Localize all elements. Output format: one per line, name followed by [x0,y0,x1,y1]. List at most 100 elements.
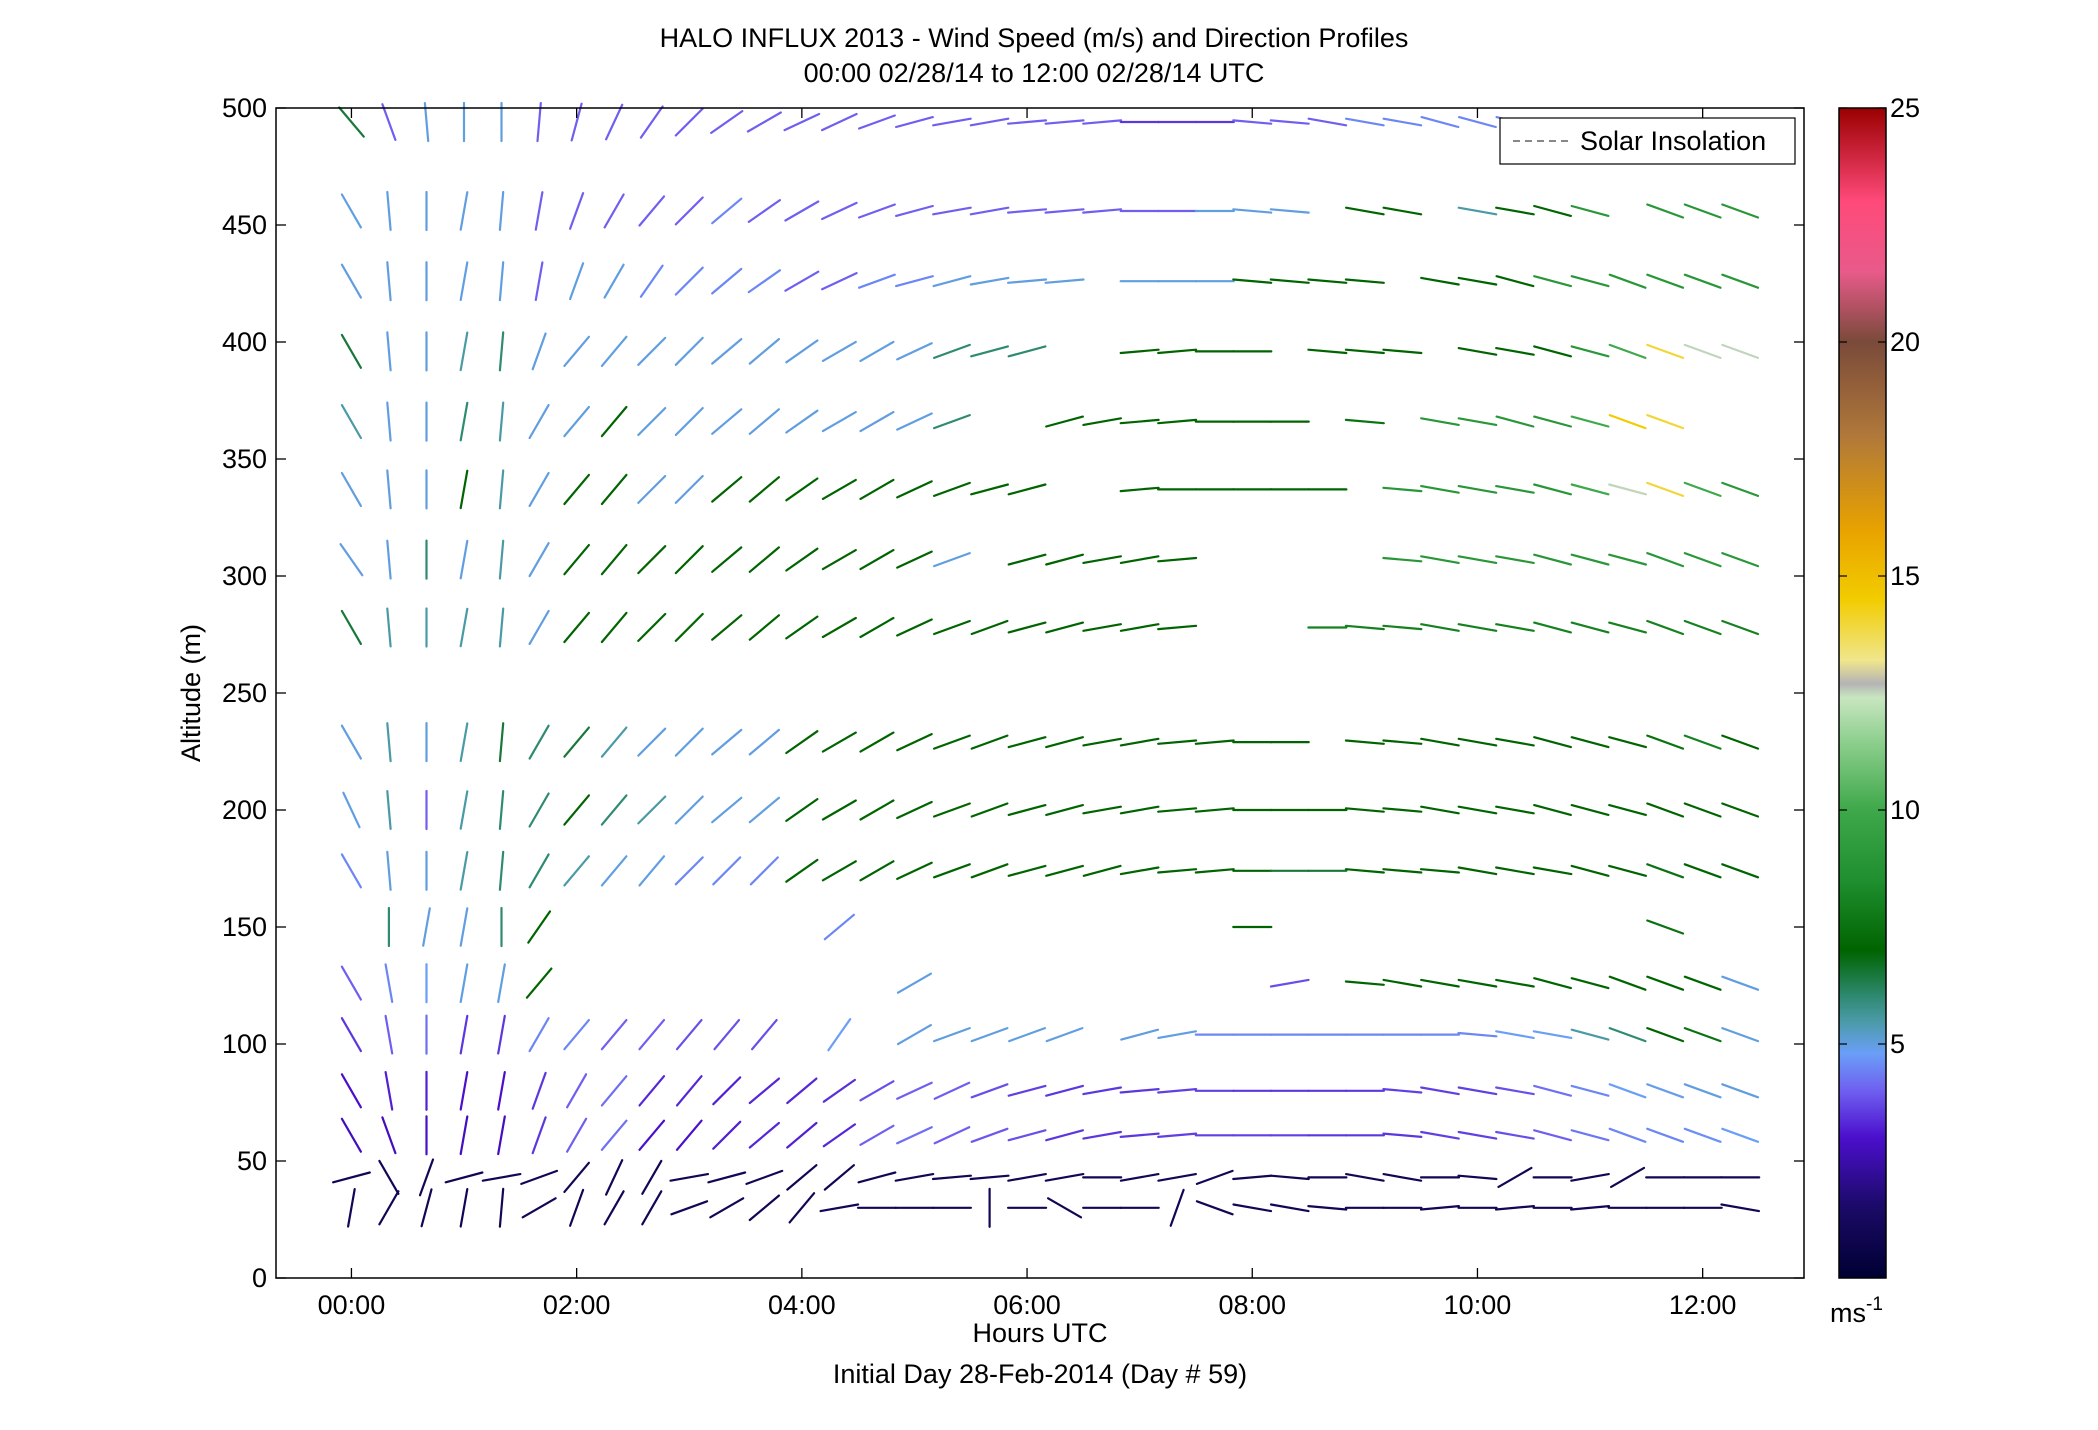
wind-barb [1532,866,1573,876]
wind-barb [1269,978,1310,988]
wind-barb [1683,481,1722,497]
wind-barb [711,197,743,225]
wind-barb [604,103,624,141]
wind-barb [784,270,820,292]
wind-barb [1045,864,1085,877]
y-tick-label: 50 [237,1146,267,1176]
wind-barb [1570,1129,1610,1142]
wind-barb [1457,347,1498,356]
wind-barb [821,340,857,362]
wind-barb [712,856,742,886]
wind-barb [1420,417,1460,426]
wind-barb [821,411,857,433]
colorbar-tick-label: 5 [1890,1029,1905,1059]
wind-barb [1045,553,1085,566]
wind-barb [1307,117,1348,127]
wind-barb [1157,556,1198,563]
wind-barb [785,730,819,755]
wind-barb [1382,739,1423,745]
wind-barb [568,1188,585,1227]
wind-barb [1570,977,1610,990]
wind-barb [459,963,469,1004]
wind-barb [896,1081,933,1100]
wind-barb [788,1192,816,1224]
wind-barb [604,1159,624,1196]
wind-barb [1721,975,1760,991]
wind-barb [340,609,362,646]
wind-barb [1497,1166,1533,1189]
wind-barb [675,1119,703,1151]
wind-barb [1420,623,1460,632]
wind-barb [1533,415,1573,428]
wind-barb [970,1127,1009,1143]
wind-barb [1494,1204,1536,1211]
wind-barb [600,543,628,576]
wind-barb [531,1116,547,1155]
wind-barb [1608,621,1648,634]
wind-barb [638,1018,666,1051]
wind-barb [1119,555,1160,565]
wind-barb [1721,619,1760,636]
wind-barb [933,1126,971,1145]
wind-barb [1269,119,1310,125]
wind-barb [641,1190,663,1226]
wind-barb [459,1115,469,1156]
wind-barb [1007,1129,1047,1142]
wind-barb [603,263,625,299]
wind-barb [386,401,392,442]
wind-barb [459,539,469,580]
wind-barb [386,469,392,510]
wind-barb [563,1161,591,1194]
wind-barb [565,1073,588,1109]
wind-barb [932,1026,971,1043]
wind-barb [422,907,431,947]
colorbar [1838,107,1887,1279]
wind-barb [386,789,392,831]
y-tick-label: 300 [222,561,267,591]
wind-barb [1608,803,1648,817]
wind-barb [1082,805,1123,815]
wind-barb [1495,866,1535,876]
wind-barb [381,1116,397,1155]
wind-barb [1157,1172,1198,1182]
wind-barb [497,1070,506,1111]
wind-barb [1570,275,1610,288]
wind-barb [1420,978,1460,988]
wind-barb [675,1075,703,1107]
wind-barb [1608,343,1647,359]
chart-subtitle: 00:00 02/28/14 to 12:00 02/28/14 UTC [804,58,1265,88]
wind-barb [1382,206,1423,216]
y-tick-label: 250 [222,678,267,708]
wind-barb [970,345,1010,358]
wind-barb [528,853,550,889]
wind-barb [1495,275,1535,288]
wind-barb [859,731,895,753]
wind-barb [1157,624,1198,631]
wind-barb [785,477,819,502]
wind-barb [498,469,505,510]
wind-barb [1570,736,1610,749]
wind-barb [1382,1172,1423,1182]
wind-barb [531,1071,547,1110]
wind-barb [1195,1169,1234,1186]
x-axis-label: Hours UTC [972,1318,1107,1348]
wind-barb [1646,481,1685,497]
wind-barb [1646,863,1685,879]
wind-barb [1194,868,1235,874]
wind-barb [1570,483,1610,496]
wind-barb [386,607,392,648]
wind-barb [386,261,392,302]
wind-barb [600,1018,628,1051]
colorbar-tick-label: 10 [1890,795,1920,825]
wind-barb [970,802,1009,818]
wind-barb [638,1119,666,1151]
wind-barb [1646,343,1685,359]
wind-barb [1570,204,1610,217]
legend: Solar Insolation [1499,117,1796,165]
wind-barb [1307,348,1348,355]
wind-barb [711,728,743,756]
wind-barb [1120,1028,1160,1041]
wind-barb [1683,802,1722,818]
wind-barb [1608,975,1647,991]
wind-barb [821,478,857,500]
